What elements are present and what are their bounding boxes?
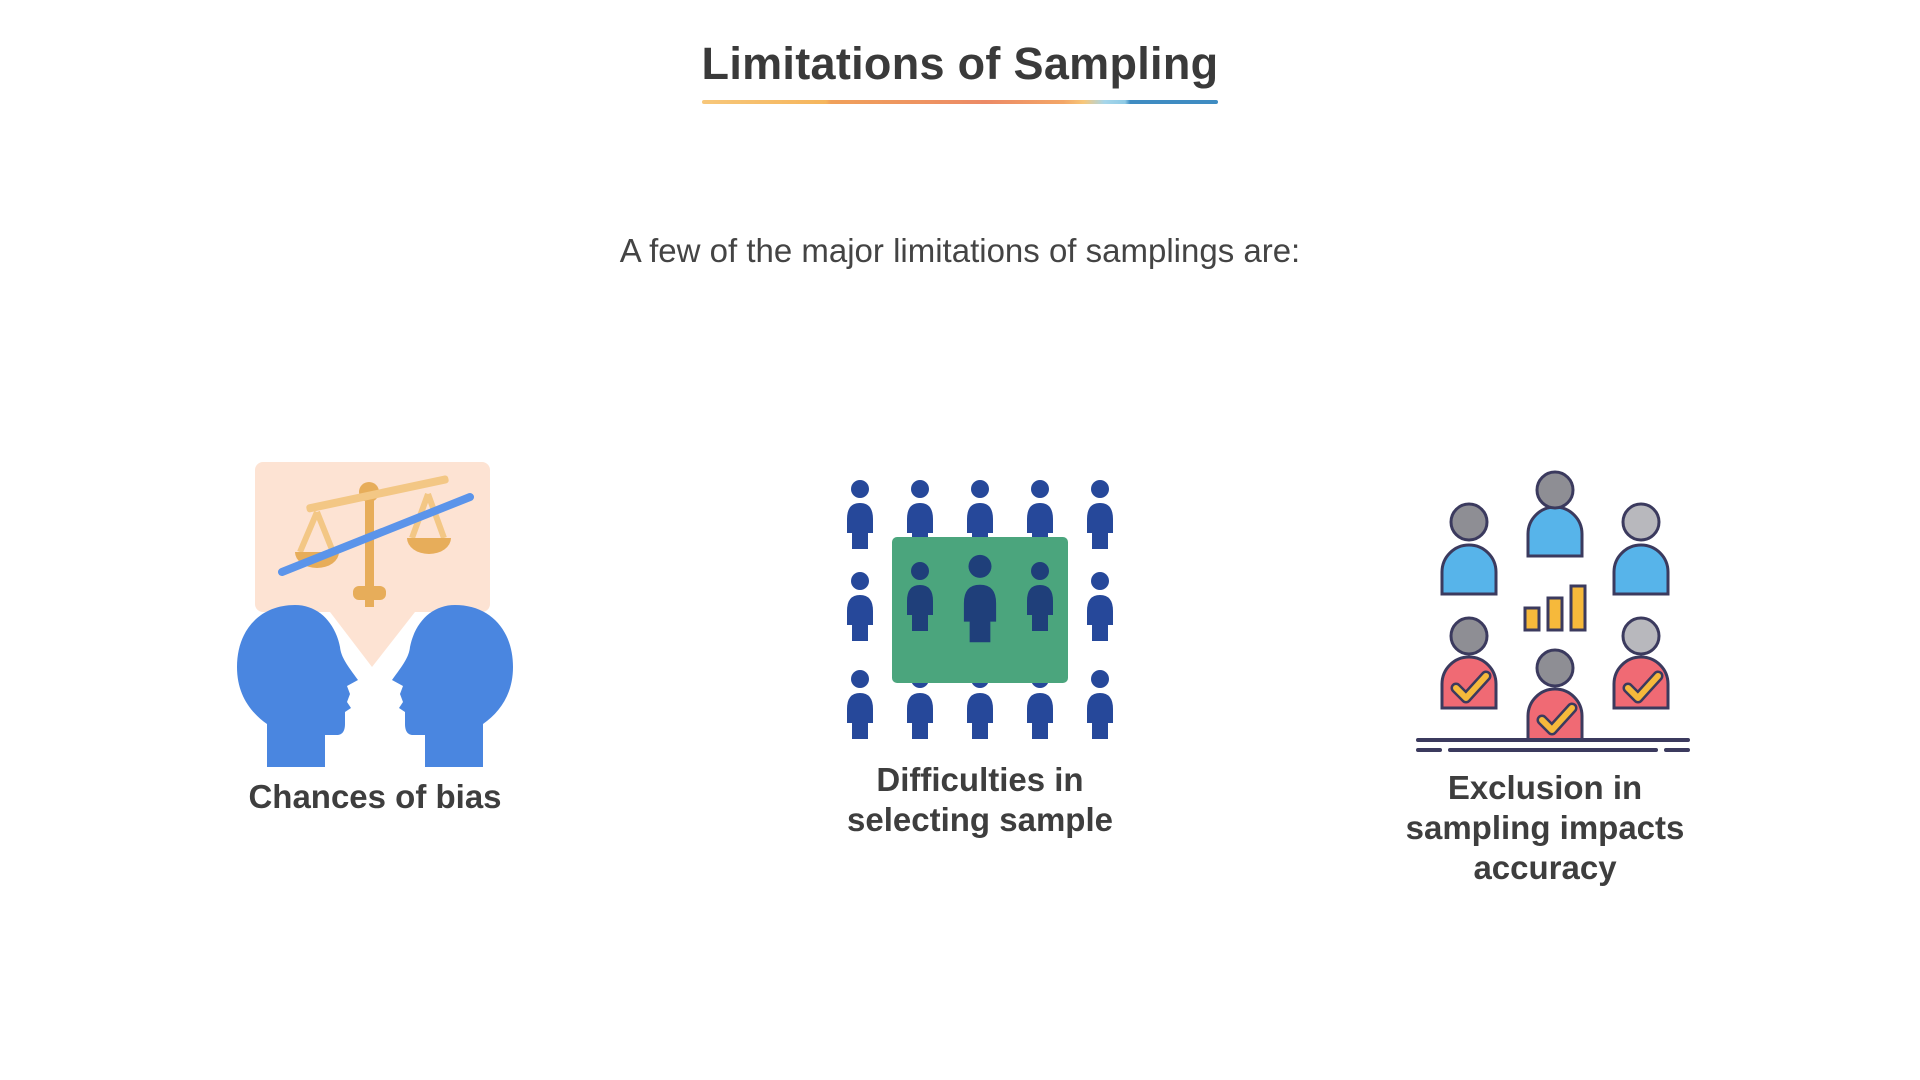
- subtitle: A few of the major limitations of sampli…: [619, 232, 1301, 269]
- item-label-bias: Chances of bias: [248, 778, 502, 815]
- item-label-exclusion: Exclusion in sampling impacts accuracy: [1405, 769, 1685, 886]
- title-wrap: Limitations of Sampling: [0, 38, 1920, 104]
- page-title: Limitations of Sampling: [701, 38, 1219, 104]
- title-underline: [701, 100, 1219, 104]
- limitation-item-bias: Chances of bias: [215, 462, 535, 817]
- crowd-selection-icon: [847, 480, 1113, 739]
- bias-heads-scale-icon: [237, 462, 513, 767]
- limitation-item-exclusion: Exclusion in sampling impacts accuracy: [1385, 468, 1705, 888]
- people-chart-accuracy-icon: [1416, 470, 1690, 752]
- item-label-selecting: Difficulties in selecting sample: [847, 761, 1113, 838]
- page-title-text: Limitations of Sampling: [701, 38, 1219, 89]
- limitation-item-selecting: Difficulties in selecting sample: [820, 475, 1140, 840]
